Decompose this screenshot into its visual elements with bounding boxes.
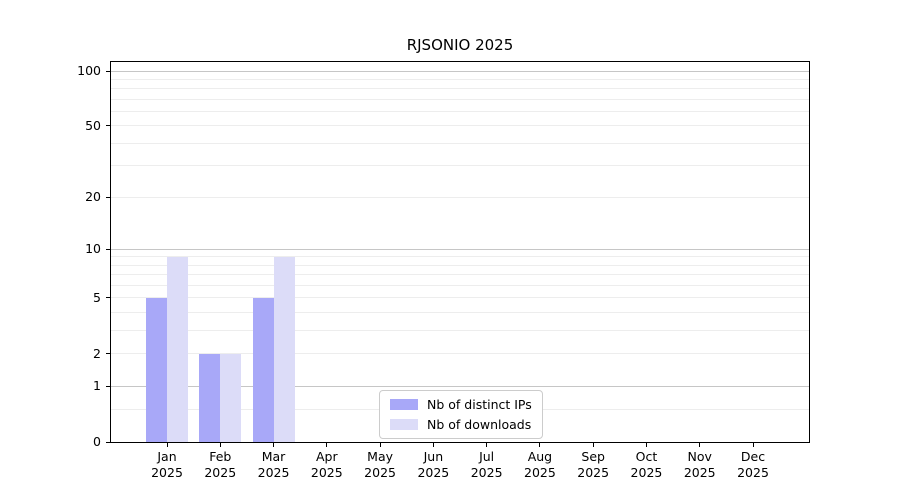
gridline-minor — [111, 111, 809, 113]
x-tick-label-jun: Jun 2025 — [417, 449, 450, 480]
y-tick-label-0: 0 — [93, 434, 101, 449]
x-tick-mark-mar — [273, 443, 275, 447]
gridline-minor — [111, 312, 809, 314]
x-tick-mark-may — [379, 443, 381, 447]
gridline-major — [111, 248, 809, 250]
x-tick-label-apr: Apr 2025 — [310, 449, 343, 480]
gridline-minor — [111, 264, 809, 266]
bar-nb-of-distinct-ips-jan — [146, 297, 167, 442]
legend-swatch-nb-of-downloads — [390, 419, 418, 430]
gridline-minor — [111, 125, 809, 127]
x-tick-mark-oct — [645, 443, 647, 447]
gridline-minor — [111, 78, 809, 80]
y-tick-label-100: 100 — [77, 63, 101, 79]
gridline-minor — [111, 330, 809, 332]
gridline-major — [111, 70, 809, 72]
gridline-minor — [111, 285, 809, 287]
y-tick-mark-0 — [106, 441, 110, 443]
gridline-minor — [111, 196, 809, 198]
x-tick-label-mar: Mar 2025 — [257, 449, 290, 480]
y-tick-label-10: 10 — [85, 241, 101, 257]
chart-title: RJSONIO 2025 — [406, 36, 514, 54]
y-tick-mark-100 — [106, 70, 110, 72]
y-tick-mark-20 — [106, 196, 110, 198]
x-tick-mark-sep — [592, 443, 594, 447]
gridline-minor — [111, 353, 809, 355]
y-tick-label-50: 50 — [85, 117, 101, 133]
x-tick-label-dec: Dec 2025 — [737, 449, 769, 480]
y-tick-label-2: 2 — [93, 345, 101, 361]
bar-nb-of-downloads-jan — [167, 256, 188, 442]
y-tick-label-20: 20 — [85, 189, 101, 205]
x-tick-label-may: May 2025 — [364, 449, 396, 480]
y-tick-mark-50 — [106, 125, 110, 127]
legend-label-nb-of-distinct-ips: Nb of distinct IPs — [427, 397, 532, 412]
y-tick-mark-1 — [106, 385, 110, 387]
y-tick-mark-10 — [106, 248, 110, 250]
x-tick-label-jul: Jul 2025 — [470, 449, 503, 480]
x-tick-mark-aug — [539, 443, 541, 447]
x-tick-label-oct: Oct 2025 — [630, 449, 663, 480]
gridline-minor — [111, 297, 809, 299]
gridline-major — [111, 385, 809, 387]
x-tick-mark-nov — [699, 443, 701, 447]
bar-nb-of-distinct-ips-mar — [252, 297, 274, 442]
bar-nb-of-distinct-ips-feb — [199, 353, 221, 442]
x-tick-label-aug: Aug 2025 — [524, 449, 556, 480]
x-tick-mark-feb — [219, 443, 221, 447]
gridline-minor — [111, 256, 809, 258]
x-tick-mark-jun — [432, 443, 434, 447]
legend-entry-nb-of-distinct-ips: Nb of distinct IPs — [390, 397, 532, 412]
gridline-minor — [111, 88, 809, 90]
gridline-minor — [111, 142, 809, 144]
y-tick-mark-2 — [106, 353, 110, 355]
x-tick-mark-apr — [326, 443, 328, 447]
x-tick-mark-jan — [166, 443, 168, 447]
x-tick-label-jan: Jan 2025 — [151, 449, 183, 480]
plot-area — [110, 61, 810, 443]
x-tick-label-feb: Feb 2025 — [204, 449, 237, 480]
legend-swatch-nb-of-distinct-ips — [390, 399, 418, 410]
legend-entry-nb-of-downloads: Nb of downloads — [390, 417, 532, 432]
gridline-minor — [111, 98, 809, 100]
legend-label-nb-of-downloads: Nb of downloads — [427, 417, 532, 432]
x-tick-label-nov: Nov 2025 — [683, 449, 716, 480]
x-tick-mark-jul — [486, 443, 488, 447]
y-tick-label-5: 5 — [93, 289, 101, 305]
x-tick-mark-dec — [752, 443, 754, 447]
bar-nb-of-downloads-feb — [220, 353, 242, 442]
x-tick-label-sep: Sep 2025 — [577, 449, 610, 480]
gridline-minor — [111, 274, 809, 276]
bar-nb-of-downloads-mar — [273, 256, 295, 442]
gridline-minor — [111, 165, 809, 167]
y-tick-label-1: 1 — [93, 378, 101, 394]
y-tick-mark-5 — [106, 297, 110, 299]
legend: Nb of distinct IPs Nb of downloads — [379, 390, 543, 439]
